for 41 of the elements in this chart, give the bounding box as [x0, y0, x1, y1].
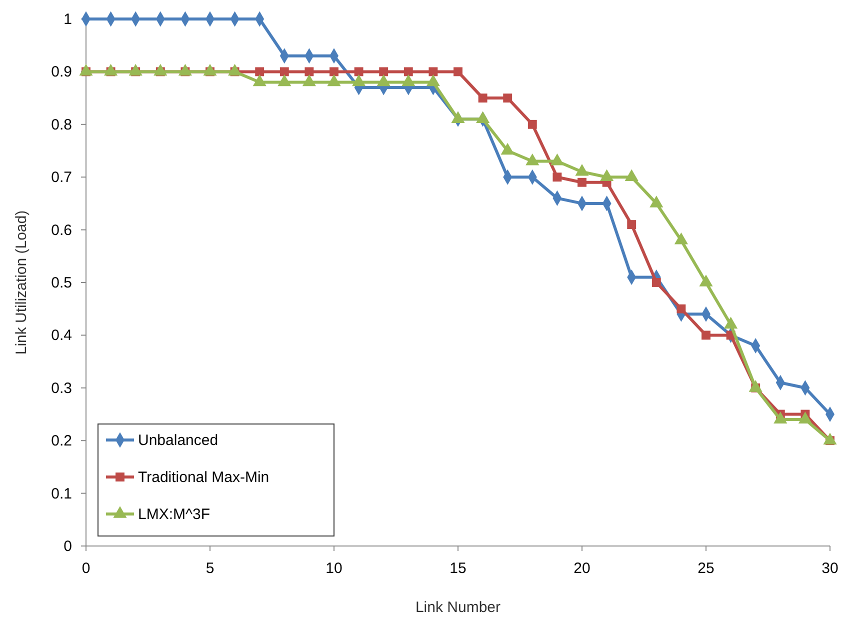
y-tick-label: 0.9 [51, 64, 72, 81]
point [428, 67, 438, 76]
legend-label: Traditional Max-Min [138, 469, 270, 486]
x-tick-label: 0 [82, 560, 90, 577]
point [702, 330, 710, 340]
point [528, 120, 537, 129]
point [404, 67, 413, 76]
x-tick-label: 15 [450, 560, 466, 577]
x-tick-label: 20 [574, 560, 590, 577]
point [503, 94, 512, 103]
y-tick-label: 0.2 [51, 432, 72, 450]
point [478, 94, 488, 103]
y-axis-title: Link Utilization (Load) [13, 210, 30, 355]
point [304, 67, 314, 76]
y-tick-label: 0.5 [51, 274, 72, 292]
point [578, 178, 586, 187]
y-tick-label: 0 [64, 538, 72, 555]
point [676, 304, 686, 314]
y-tick-label: 0.4 [51, 327, 72, 344]
point [652, 278, 661, 287]
point [354, 67, 364, 76]
y-tick-label: 0.3 [51, 380, 72, 397]
y-tick-label: 0.1 [51, 485, 72, 502]
y-tick-label: 1 [64, 11, 72, 28]
legend-label: Unbalanced [138, 432, 218, 449]
point [255, 67, 264, 76]
point [280, 67, 289, 76]
x-tick-label: 30 [822, 560, 838, 577]
y-tick-label: 0.8 [51, 116, 72, 134]
point [627, 220, 636, 229]
point [454, 67, 462, 76]
y-tick-label: 0.6 [51, 222, 72, 239]
x-axis-title: Link Number [415, 599, 501, 616]
point [552, 172, 562, 182]
x-tick-label: 10 [326, 560, 342, 577]
x-tick-label: 5 [206, 560, 214, 577]
x-tick-label: 25 [698, 560, 714, 577]
point [379, 67, 388, 76]
legend-label: LMX:M^3F [138, 506, 210, 523]
y-tick-label: 0.7 [51, 169, 72, 186]
point [330, 67, 338, 76]
